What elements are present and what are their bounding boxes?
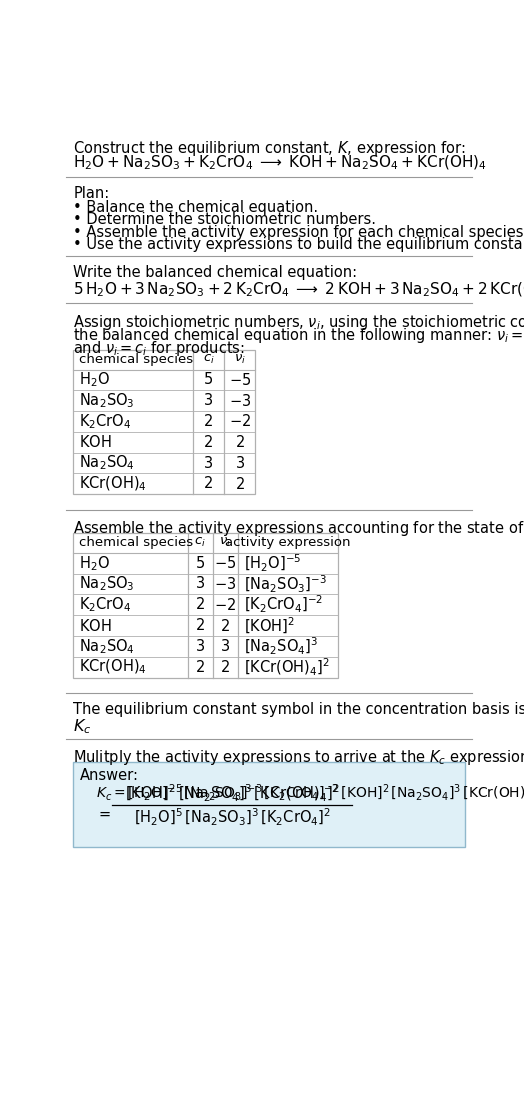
Text: $\mathrm{H_2O}$: $\mathrm{H_2O}$ bbox=[80, 554, 111, 572]
FancyBboxPatch shape bbox=[73, 762, 465, 847]
Text: $[\mathrm{KCr(OH)_4}]^{2}$: $[\mathrm{KCr(OH)_4}]^{2}$ bbox=[244, 656, 330, 677]
Text: Mulitply the activity expressions to arrive at the $K_c$ expression:: Mulitply the activity expressions to arr… bbox=[73, 748, 524, 768]
Text: $K_c = [\mathrm{H_2O}]^{-5}\,[\mathrm{Na_2SO_3}]^{-3}\,[\mathrm{K_2CrO_4}]^{-2}\: $K_c = [\mathrm{H_2O}]^{-5}\,[\mathrm{Na… bbox=[96, 782, 524, 803]
Text: $K_c$: $K_c$ bbox=[73, 718, 92, 737]
Text: $2$: $2$ bbox=[220, 618, 230, 633]
Text: 5: 5 bbox=[196, 556, 205, 570]
Text: $\nu_i$: $\nu_i$ bbox=[234, 353, 246, 366]
Text: $[\mathrm{H_2O}]^{-5}$: $[\mathrm{H_2O}]^{-5}$ bbox=[244, 553, 301, 574]
Text: $c_i$: $c_i$ bbox=[194, 536, 206, 549]
Text: $\mathrm{KOH}$: $\mathrm{KOH}$ bbox=[80, 618, 112, 633]
Text: • Assemble the activity expression for each chemical species.: • Assemble the activity expression for e… bbox=[73, 225, 524, 239]
Text: Plan:: Plan: bbox=[73, 186, 110, 201]
Text: $2$: $2$ bbox=[235, 435, 245, 450]
Text: $=$: $=$ bbox=[96, 805, 112, 821]
Text: $[\mathrm{H_2O}]^{5}\,[\mathrm{Na_2SO_3}]^{3}\,[\mathrm{K_2CrO_4}]^{2}$: $[\mathrm{H_2O}]^{5}\,[\mathrm{Na_2SO_3}… bbox=[134, 807, 331, 828]
Text: $[\mathrm{Na_2SO_3}]^{-3}$: $[\mathrm{Na_2SO_3}]^{-3}$ bbox=[244, 574, 326, 595]
Text: $-2$: $-2$ bbox=[229, 414, 251, 429]
Text: $\mathrm{Na_2SO_3}$: $\mathrm{Na_2SO_3}$ bbox=[80, 575, 135, 593]
Text: $\mathrm{H_2O}$: $\mathrm{H_2O}$ bbox=[80, 371, 111, 389]
Text: Construct the equilibrium constant, $K$, expression for:: Construct the equilibrium constant, $K$,… bbox=[73, 139, 466, 158]
Text: $2$: $2$ bbox=[235, 475, 245, 492]
Text: $-3$: $-3$ bbox=[229, 393, 251, 409]
Text: 5: 5 bbox=[204, 373, 213, 387]
Bar bbox=[73, 533, 339, 677]
Text: chemical species: chemical species bbox=[80, 353, 193, 366]
Text: Answer:: Answer: bbox=[80, 769, 138, 783]
Text: Assemble the activity expressions accounting for the state of matter and $\nu_i$: Assemble the activity expressions accoun… bbox=[73, 518, 524, 538]
Text: 2: 2 bbox=[204, 414, 214, 429]
Text: $\mathrm{KOH}$: $\mathrm{KOH}$ bbox=[80, 435, 112, 450]
Text: 2: 2 bbox=[195, 660, 205, 675]
Text: $[\mathrm{KOH}]^{2}$: $[\mathrm{KOH}]^{2}$ bbox=[244, 615, 295, 635]
Text: 3: 3 bbox=[204, 456, 213, 471]
Text: and $\nu_i = c_i$ for products:: and $\nu_i = c_i$ for products: bbox=[73, 339, 245, 357]
Text: $\mathrm{K_2CrO_4}$: $\mathrm{K_2CrO_4}$ bbox=[80, 413, 132, 431]
Text: • Use the activity expressions to build the equilibrium constant expression.: • Use the activity expressions to build … bbox=[73, 237, 524, 253]
Text: • Balance the chemical equation.: • Balance the chemical equation. bbox=[73, 200, 319, 215]
Text: $\mathrm{K_2CrO_4}$: $\mathrm{K_2CrO_4}$ bbox=[80, 596, 132, 614]
Text: 2: 2 bbox=[195, 597, 205, 612]
Text: $\mathrm{Na_2SO_4}$: $\mathrm{Na_2SO_4}$ bbox=[80, 638, 135, 655]
Text: $3$: $3$ bbox=[220, 639, 230, 654]
Text: $c_i$: $c_i$ bbox=[203, 353, 215, 366]
Text: $\mathrm{Na_2SO_4}$: $\mathrm{Na_2SO_4}$ bbox=[80, 453, 135, 472]
Text: $2$: $2$ bbox=[220, 660, 230, 675]
Text: chemical species: chemical species bbox=[80, 536, 193, 549]
Text: 2: 2 bbox=[204, 476, 214, 491]
Text: $\mathrm{KCr(OH)_4}$: $\mathrm{KCr(OH)_4}$ bbox=[80, 474, 147, 493]
Text: $-2$: $-2$ bbox=[214, 597, 236, 613]
Bar bbox=[73, 350, 255, 494]
Text: $5\,\mathrm{H_2O} + 3\,\mathrm{Na_2SO_3} + 2\,\mathrm{K_2CrO_4} \;\longrightarro: $5\,\mathrm{H_2O} + 3\,\mathrm{Na_2SO_3}… bbox=[73, 280, 524, 299]
Text: $\mathrm{KCr(OH)_4}$: $\mathrm{KCr(OH)_4}$ bbox=[80, 657, 147, 676]
Text: Assign stoichiometric numbers, $\nu_i$, using the stoichiometric coefficients, $: Assign stoichiometric numbers, $\nu_i$, … bbox=[73, 312, 524, 332]
Text: 2: 2 bbox=[204, 435, 214, 450]
Text: $\mathrm{H_2O + Na_2SO_3 + K_2CrO_4 \;\longrightarrow\; KOH + Na_2SO_4 + KCr(OH): $\mathrm{H_2O + Na_2SO_3 + K_2CrO_4 \;\l… bbox=[73, 154, 487, 172]
Text: $[\mathrm{Na_2SO_4}]^{3}$: $[\mathrm{Na_2SO_4}]^{3}$ bbox=[244, 635, 318, 657]
Text: $[\mathrm{KOH}]^{2}\,[\mathrm{Na_2SO_4}]^{3}\,[\mathrm{KCr(OH)_4}]^{2}$: $[\mathrm{KOH}]^{2}\,[\mathrm{Na_2SO_4}]… bbox=[125, 783, 340, 804]
Text: 2: 2 bbox=[195, 618, 205, 633]
Text: the balanced chemical equation in the following manner: $\nu_i = -c_i$ for react: the balanced chemical equation in the fo… bbox=[73, 325, 524, 344]
Text: $\nu_i$: $\nu_i$ bbox=[219, 536, 231, 549]
Text: 3: 3 bbox=[196, 577, 205, 591]
Text: 3: 3 bbox=[196, 639, 205, 654]
Text: 3: 3 bbox=[204, 393, 213, 408]
Text: activity expression: activity expression bbox=[225, 536, 351, 549]
Text: $3$: $3$ bbox=[235, 456, 245, 471]
Text: $\mathrm{Na_2SO_3}$: $\mathrm{Na_2SO_3}$ bbox=[80, 392, 135, 410]
Text: Write the balanced chemical equation:: Write the balanced chemical equation: bbox=[73, 265, 357, 280]
Text: The equilibrium constant symbol in the concentration basis is:: The equilibrium constant symbol in the c… bbox=[73, 703, 524, 717]
Text: $-3$: $-3$ bbox=[214, 576, 236, 592]
Text: $[\mathrm{K_2CrO_4}]^{-2}$: $[\mathrm{K_2CrO_4}]^{-2}$ bbox=[244, 595, 323, 615]
Text: $-5$: $-5$ bbox=[229, 372, 251, 388]
Text: • Determine the stoichiometric numbers.: • Determine the stoichiometric numbers. bbox=[73, 213, 376, 227]
Text: $-5$: $-5$ bbox=[214, 555, 236, 571]
